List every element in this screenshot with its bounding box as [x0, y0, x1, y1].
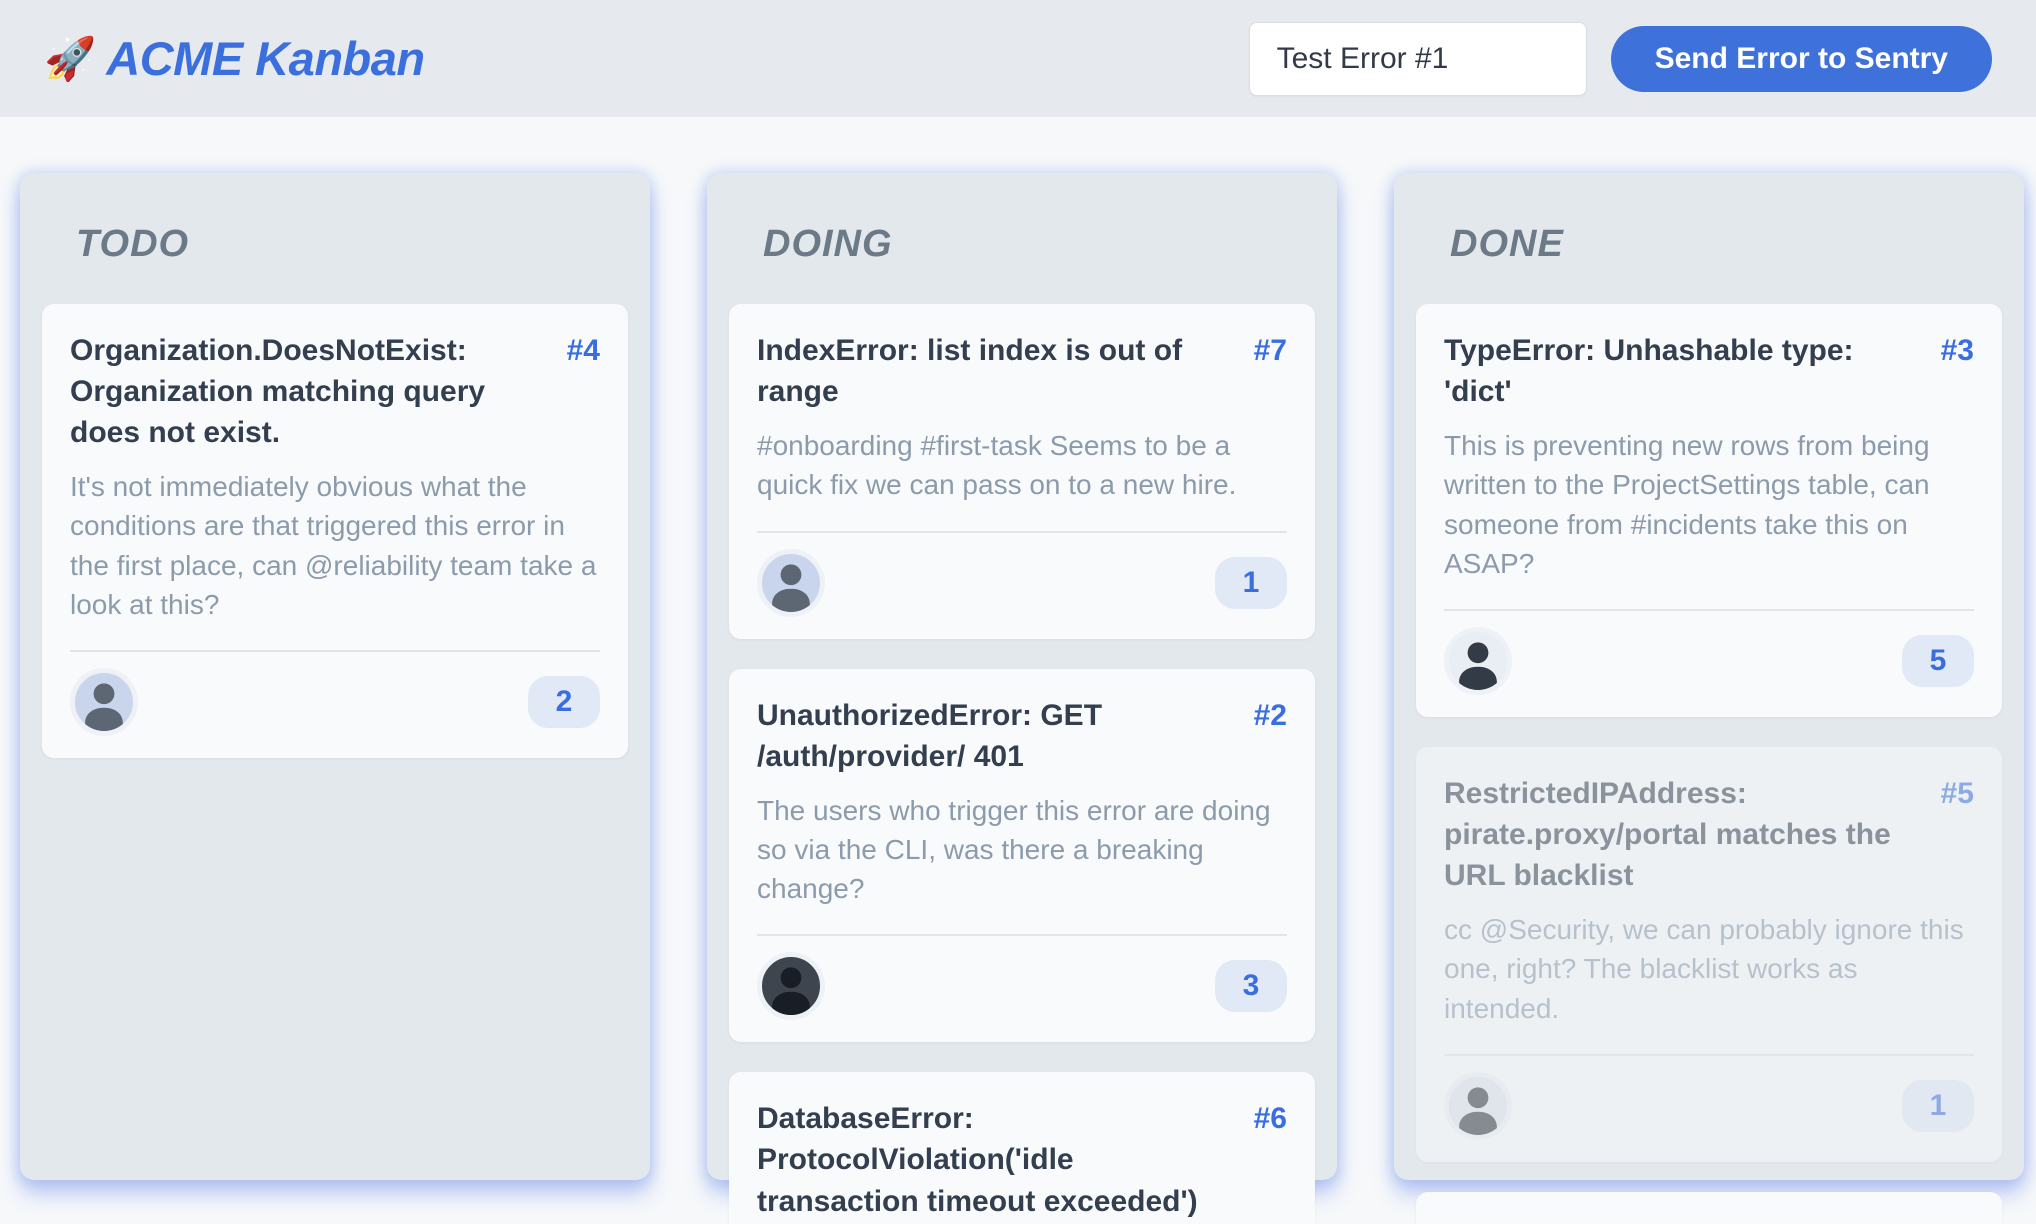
assignee-avatar	[1444, 626, 1512, 695]
kanban-card[interactable]: TypeError: Unhashable type: 'dict' #3 Th…	[1416, 304, 2002, 717]
card-divider	[757, 530, 1287, 533]
comment-count-badge: 1	[1902, 1079, 1974, 1132]
card-footer: 1	[757, 548, 1287, 617]
comment-count-badge: 1	[1215, 556, 1287, 609]
kanban-card[interactable]: Organization.DoesNotExist: Organization …	[42, 304, 628, 759]
assignee-avatar	[1444, 1071, 1512, 1140]
card-title: UnauthorizedError: GET /auth/provider/ 4…	[757, 698, 1103, 773]
card-issue-number: #7	[1253, 334, 1287, 367]
assignee-avatar	[757, 548, 825, 617]
column-todo: TODO Organization.DoesNotExist: Organiza…	[20, 173, 650, 1180]
card-footer: 5	[1444, 626, 1974, 695]
card-divider	[1444, 1053, 1974, 1056]
card-title: ReferenceError: theme is not defined	[1444, 1218, 1925, 1224]
card-title: TypeError: Unhashable type: 'dict'	[1444, 334, 1854, 409]
column-done-title: DONE	[1450, 223, 1564, 265]
assignee-avatar	[70, 668, 138, 737]
card-issue-number: #6	[1253, 1102, 1287, 1136]
card-footer: 1	[1444, 1071, 1974, 1140]
error-title-input[interactable]	[1248, 21, 1587, 96]
column-doing-title: DOING	[763, 223, 893, 265]
card-issue-number: #1	[1941, 1218, 1974, 1224]
app-header: 🚀 ACME Kanban Send Error to Sentry	[0, 0, 2036, 117]
kanban-card[interactable]: IndexError: list index is out of range #…	[729, 304, 1315, 639]
send-error-to-sentry-button[interactable]: Send Error to Sentry	[1610, 25, 1992, 92]
app-title: ACME Kanban	[106, 32, 425, 85]
card-divider	[1444, 608, 1974, 611]
column-doing: DOING IndexError: list index is out of r…	[707, 173, 1337, 1224]
kanban-card[interactable]: UnauthorizedError: GET /auth/provider/ 4…	[729, 668, 1315, 1043]
assignee-avatar	[757, 952, 825, 1021]
comment-count-badge: 2	[528, 676, 600, 729]
rocket-icon: 🚀	[44, 34, 97, 82]
card-description: cc @Security, we can probably ignore thi…	[1444, 914, 1964, 1024]
card-footer: 3	[757, 952, 1287, 1021]
card-divider	[70, 650, 600, 653]
card-issue-number: #4	[566, 334, 600, 367]
card-issue-number: #3	[1940, 334, 1974, 367]
app-logo: 🚀 ACME Kanban	[44, 31, 425, 86]
kanban-card[interactable]: DatabaseError: ProtocolViolation('idle t…	[729, 1072, 1315, 1224]
comment-count-badge: 3	[1215, 960, 1287, 1013]
column-todo-title: TODO	[76, 223, 190, 265]
card-issue-number: #2	[1253, 698, 1287, 732]
column-done: DONE TypeError: Unhashable type: 'dict' …	[1394, 173, 2024, 1224]
kanban-card[interactable]: RestrictedIPAddress: pirate.proxy/portal…	[1416, 746, 2002, 1162]
card-description: This is preventing new rows from being w…	[1444, 430, 1930, 579]
card-description: #onboarding #first-task Seems to be a qu…	[757, 430, 1237, 501]
card-issue-number: #5	[1940, 776, 1974, 810]
card-description: The users who trigger this error are doi…	[757, 794, 1271, 905]
kanban-board: TODO Organization.DoesNotExist: Organiza…	[0, 117, 2036, 1224]
comment-count-badge: 5	[1902, 634, 1974, 687]
card-title: IndexError: list index is out of range	[757, 334, 1183, 409]
card-footer: 2	[70, 668, 600, 737]
card-title: DatabaseError: ProtocolViolation('idle t…	[757, 1102, 1198, 1218]
card-divider	[757, 934, 1287, 937]
card-description: It's not immediately obvious what the co…	[70, 471, 597, 620]
card-title: Organization.DoesNotExist: Organization …	[70, 334, 486, 450]
kanban-card[interactable]: ReferenceError: theme is not defined #1 …	[1416, 1191, 2002, 1224]
card-title: RestrictedIPAddress: pirate.proxy/portal…	[1444, 776, 1891, 893]
